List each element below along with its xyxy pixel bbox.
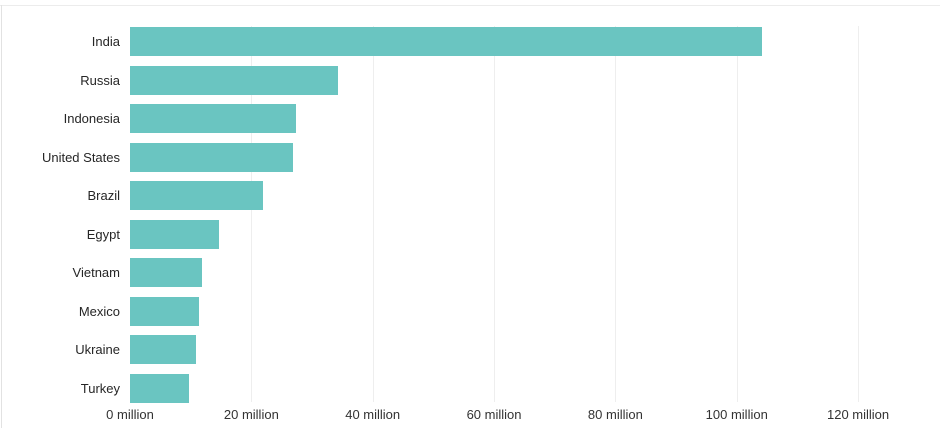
bar-track (130, 258, 940, 288)
x-axis: 0 million 20 million 40 million 60 milli… (106, 404, 940, 428)
chart-row: Egypt (0, 215, 940, 254)
gridline-20m (251, 26, 253, 402)
chart-row: Ukraine (0, 331, 940, 370)
bar-united-states (130, 142, 293, 172)
category-label-ukraine: Ukraine (75, 342, 120, 358)
bar-russia (130, 65, 339, 95)
bar-track (130, 104, 940, 134)
bar-india (130, 27, 763, 57)
x-tick-label-120m: 120 million (827, 407, 890, 422)
x-tick-label-100m: 100 million (705, 407, 768, 422)
bar-indonesia (130, 104, 297, 134)
bar-mexico (130, 296, 200, 326)
bar-track (130, 181, 940, 211)
card-top-border (0, 5, 940, 6)
bar-track (130, 142, 940, 172)
gridline-100m (736, 26, 738, 402)
chart-row: Mexico (0, 292, 940, 331)
x-tick-label-20m: 20 million (223, 407, 279, 422)
bar-track (130, 373, 940, 403)
x-tick-label-40m: 40 million (345, 407, 401, 422)
chart-row: India (0, 23, 940, 62)
x-tick-label-0m: 0 million (106, 407, 154, 422)
gridline-60m (494, 26, 496, 402)
category-label-russia: Russia (80, 72, 120, 88)
gridline-120m (858, 26, 860, 402)
chart-row: Indonesia (0, 100, 940, 139)
chart-row: Brazil (0, 177, 940, 216)
bar-track (130, 27, 940, 57)
chart-row: Russia (0, 61, 940, 100)
bar-track (130, 335, 940, 365)
category-label-turkey: Turkey (80, 380, 120, 396)
category-label-vietnam: Vietnam (72, 265, 120, 281)
bar-rows: India Russia Indonesia United States Bra… (0, 23, 940, 408)
chart-row: United States (0, 138, 940, 177)
bar-brazil (130, 181, 263, 211)
x-tick-label-60m: 60 million (466, 407, 522, 422)
chart-row: Turkey (0, 369, 940, 408)
bar-ukraine (130, 335, 196, 365)
x-tick-label-80m: 80 million (587, 407, 643, 422)
category-label-united-states: United States (41, 149, 120, 165)
category-label-mexico: Mexico (78, 303, 120, 319)
category-label-indonesia: Indonesia (63, 111, 120, 127)
category-label-india: India (91, 34, 120, 50)
plot-gridlines (130, 26, 940, 402)
card-left-border (1, 5, 2, 428)
category-label-brazil: Brazil (87, 188, 120, 204)
bar-egypt (130, 219, 220, 249)
bar-track (130, 65, 940, 95)
gridline-40m (372, 26, 374, 402)
bar-track (130, 296, 940, 326)
category-label-egypt: Egypt (86, 226, 120, 242)
bar-track (130, 219, 940, 249)
bar-turkey (130, 373, 189, 403)
chart-row: Vietnam (0, 254, 940, 293)
gridline-80m (615, 26, 617, 402)
bar-vietnam (130, 258, 202, 288)
